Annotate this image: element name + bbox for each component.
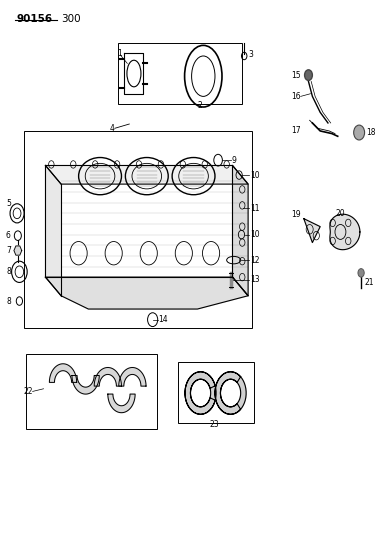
Text: 20: 20 (336, 209, 345, 218)
Text: 3: 3 (248, 51, 253, 59)
Text: 11: 11 (250, 204, 260, 213)
Text: 9: 9 (232, 156, 237, 165)
Text: 17: 17 (291, 126, 301, 135)
Text: 16: 16 (291, 92, 301, 101)
Text: 90156: 90156 (16, 14, 52, 24)
Text: 19: 19 (291, 211, 301, 220)
Polygon shape (215, 372, 246, 414)
Text: 8: 8 (6, 296, 11, 305)
Polygon shape (119, 368, 146, 386)
Text: 18: 18 (366, 128, 375, 137)
Polygon shape (49, 364, 77, 382)
Text: 14: 14 (158, 315, 168, 324)
Text: 23: 23 (210, 420, 219, 429)
Polygon shape (330, 214, 360, 249)
Text: 13: 13 (250, 275, 260, 284)
Text: 6: 6 (6, 231, 11, 240)
Polygon shape (72, 375, 99, 394)
Text: 2: 2 (197, 101, 202, 110)
Text: 4: 4 (110, 124, 115, 133)
Polygon shape (304, 219, 320, 243)
Polygon shape (94, 368, 122, 386)
Text: 1: 1 (117, 50, 122, 58)
Bar (26, 354, 156, 429)
Text: 15: 15 (291, 70, 301, 79)
Polygon shape (45, 277, 248, 309)
Text: 22: 22 (23, 387, 33, 396)
Text: 21: 21 (364, 278, 374, 287)
Text: 7: 7 (6, 246, 11, 255)
Text: 8: 8 (6, 268, 11, 276)
Circle shape (354, 125, 364, 140)
Bar (118, 43, 242, 104)
Text: 300: 300 (61, 14, 81, 24)
Polygon shape (45, 165, 248, 184)
Text: 10: 10 (250, 171, 260, 180)
Polygon shape (233, 165, 248, 296)
Polygon shape (45, 165, 61, 296)
Text: 12: 12 (250, 256, 260, 264)
Bar (24, 131, 252, 328)
Polygon shape (14, 246, 22, 255)
Bar (178, 362, 254, 423)
Polygon shape (185, 372, 216, 414)
Text: 10: 10 (250, 230, 260, 239)
Circle shape (358, 269, 364, 277)
Polygon shape (108, 394, 135, 413)
Text: 5: 5 (6, 199, 11, 208)
Circle shape (305, 70, 312, 80)
